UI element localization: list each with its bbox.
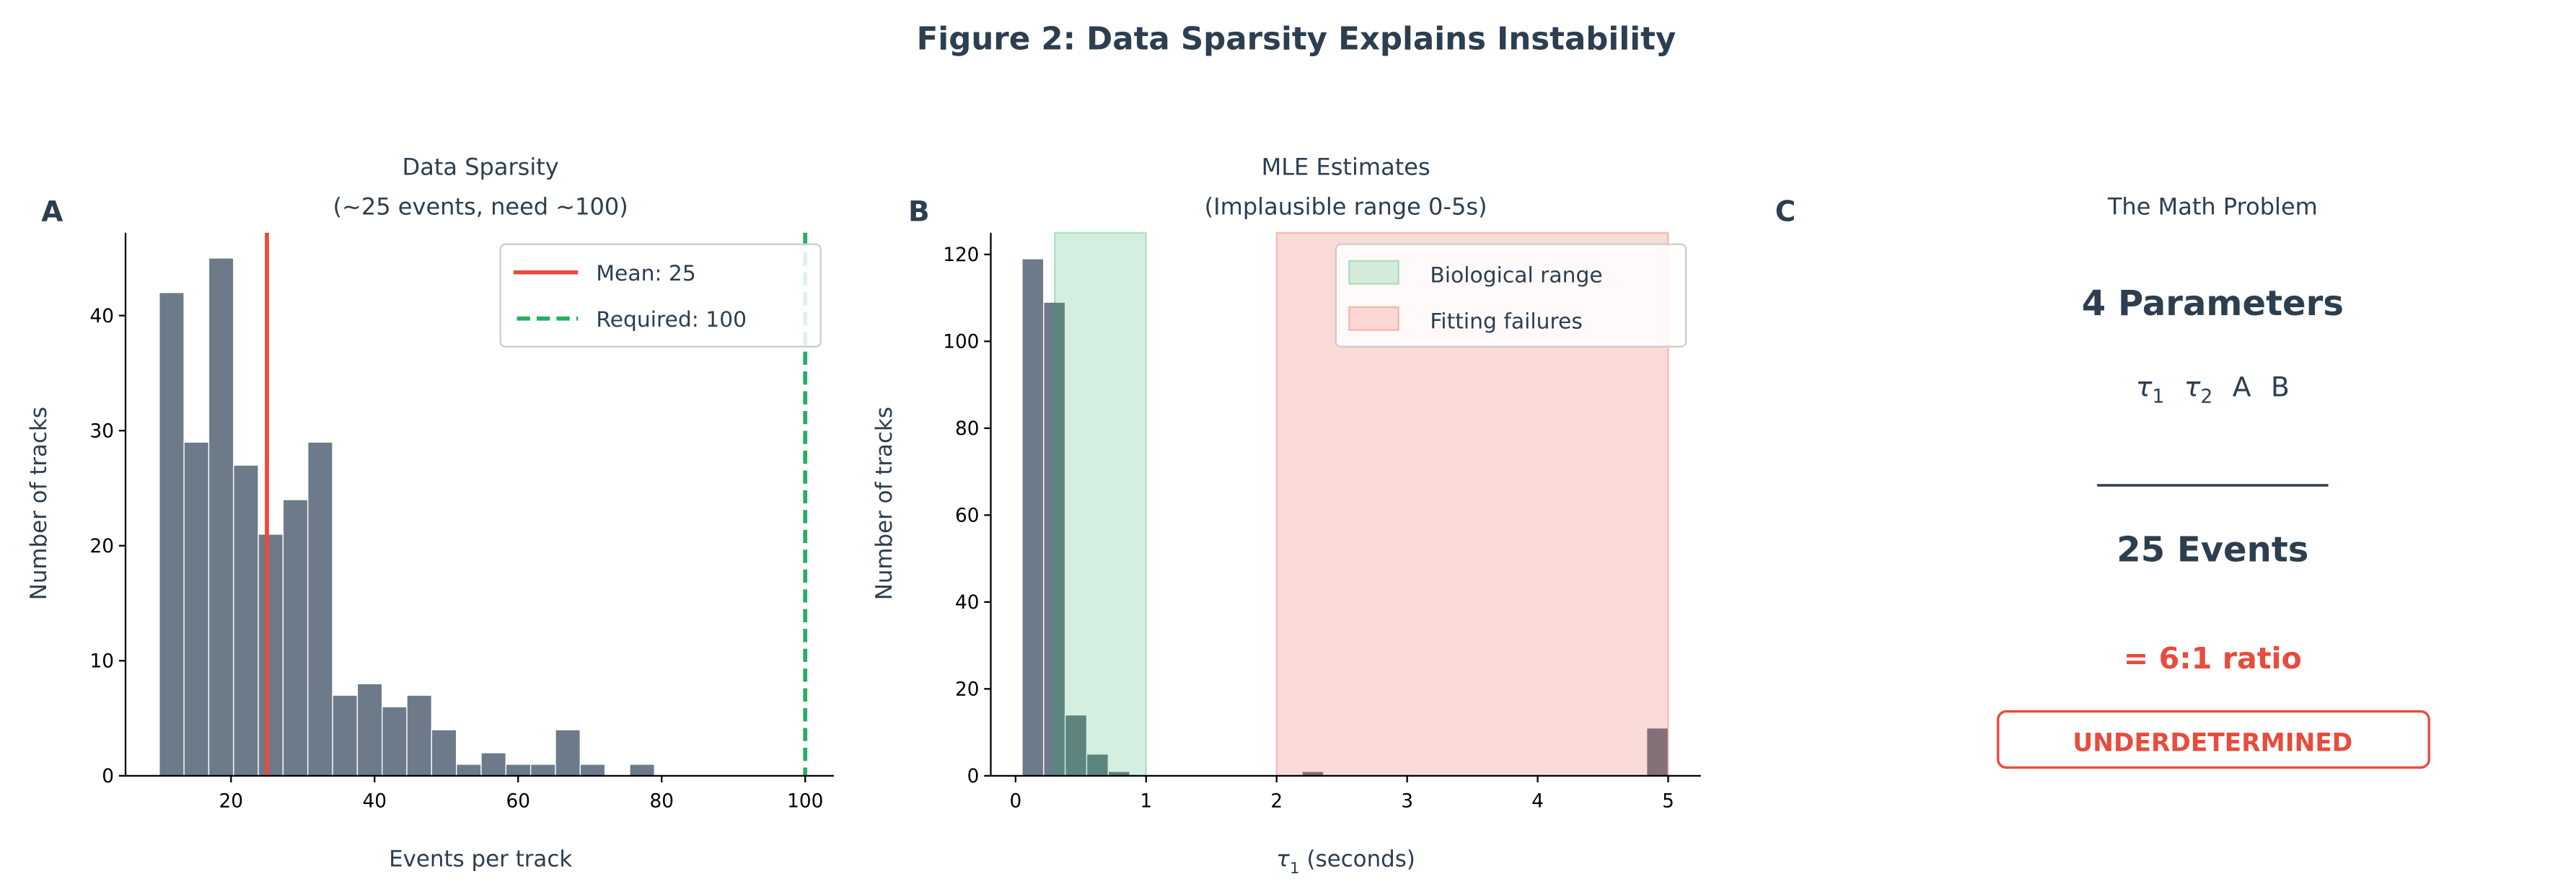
y-tick-label: 20	[90, 536, 114, 557]
param-sub: 2	[2200, 387, 2212, 408]
panel-letter-c: C	[1775, 196, 1796, 229]
y-tick-label: 20	[955, 679, 979, 701]
legend-label-bio: Biological range	[1430, 262, 1602, 288]
panel-a-title-line2: (~25 events, need ~100)	[333, 193, 628, 221]
param-a: A	[2233, 371, 2251, 402]
panel-b-title-line1: MLE Estimates	[1262, 154, 1430, 181]
events-count: 25 Events	[2116, 529, 2308, 570]
legend-frame	[1335, 243, 1687, 348]
panel-a-ylabel: Number of tracks	[26, 407, 52, 600]
ratio-text: = 6:1 ratio	[2124, 641, 2302, 676]
panel-b-ylabel: Number of tracks	[871, 407, 897, 600]
histogram-bar	[406, 694, 433, 777]
x-tick-label: 20	[219, 790, 243, 812]
param-tau2: τ	[2184, 371, 2201, 402]
y-tick-label: 10	[90, 650, 114, 672]
panel-b-legend: Biological range Fitting failures	[1335, 243, 1687, 348]
y-tick-label: 0	[967, 766, 980, 787]
x-tick-label: 40	[363, 790, 387, 812]
xlabel-symbol: τ	[1276, 847, 1290, 873]
y-tick-label: 0	[102, 766, 114, 787]
histogram-bar	[579, 764, 606, 777]
y-tick-label: 60	[955, 505, 979, 527]
histogram-bar	[1021, 258, 1045, 777]
panel-b-title-line2: (Implausible range 0-5s)	[1205, 193, 1487, 221]
panel-a-title-line1: Data Sparsity	[403, 154, 559, 181]
x-tick-label: 0	[1009, 790, 1021, 812]
panel-letter-b: B	[908, 196, 930, 229]
histogram-bar	[356, 683, 383, 777]
histogram-bar	[258, 534, 284, 777]
histogram-bar	[208, 257, 234, 777]
histogram-bar	[159, 292, 185, 777]
xlabel-sub: 1	[1290, 860, 1300, 878]
histogram-bar	[1086, 754, 1109, 777]
histogram-bar	[480, 752, 507, 777]
y-tick-label: 40	[955, 592, 979, 614]
legend-swatch-fail	[1348, 306, 1400, 331]
x-tick-label: 100	[787, 790, 823, 812]
panel-c-title: The Math Problem	[2107, 193, 2318, 221]
histogram-bar	[1064, 714, 1088, 777]
legend-label-required: Required: 100	[596, 307, 747, 332]
legend-swatch-bio	[1348, 260, 1400, 285]
y-tick-label: 100	[943, 332, 979, 353]
param-b: B	[2271, 371, 2290, 402]
panel-a-legend: Mean: 25 Required: 100	[499, 243, 822, 348]
panel-a-xlabel: Events per track	[389, 847, 572, 873]
param-sub: 1	[2153, 387, 2165, 408]
legend-label-mean: Mean: 25	[596, 261, 695, 286]
xlabel-rest: (seconds)	[1300, 847, 1415, 873]
underdetermined-badge: UNDERDETERMINED	[2072, 729, 2352, 758]
params-list: τ1 τ2 A B	[2136, 371, 2290, 407]
legend-label-fail: Fitting failures	[1430, 309, 1582, 335]
y-tick-label: 30	[90, 420, 114, 442]
x-tick-label: 2	[1270, 790, 1283, 812]
histogram-bar	[629, 764, 655, 777]
x-tick-label: 4	[1531, 790, 1544, 812]
histogram-bar	[1043, 301, 1066, 777]
x-tick-label: 5	[1662, 790, 1674, 812]
histogram-bar	[431, 729, 457, 777]
biological-range-span	[1053, 231, 1147, 777]
legend-frame	[499, 243, 822, 348]
x-tick-label: 60	[506, 790, 529, 812]
histogram-bar	[233, 464, 259, 777]
histogram-bar	[307, 441, 333, 777]
histogram-bar	[529, 764, 556, 777]
panel-letter-a: A	[41, 196, 63, 229]
y-tick-label: 120	[943, 244, 979, 266]
histogram-bar	[455, 764, 482, 777]
params-heading: 4 Parameters	[2082, 283, 2344, 324]
histogram-bar	[282, 499, 309, 777]
y-tick-label: 80	[955, 418, 979, 440]
x-tick-label: 80	[649, 790, 673, 812]
figure-title: Figure 2: Data Sparsity Explains Instabi…	[917, 22, 1676, 58]
histogram-bar	[183, 441, 210, 777]
histogram-bar	[555, 729, 581, 777]
badge-frame	[1997, 710, 2430, 769]
param-tau1: τ	[2136, 371, 2153, 402]
x-tick-label: 1	[1140, 790, 1152, 812]
histogram-bar	[505, 764, 532, 777]
panel-b-xlabel: τ1 (seconds)	[1276, 847, 1415, 878]
x-tick-label: 3	[1401, 790, 1413, 812]
y-tick-label: 40	[90, 306, 114, 327]
histogram-bar	[332, 694, 359, 777]
histogram-bar	[382, 706, 408, 777]
